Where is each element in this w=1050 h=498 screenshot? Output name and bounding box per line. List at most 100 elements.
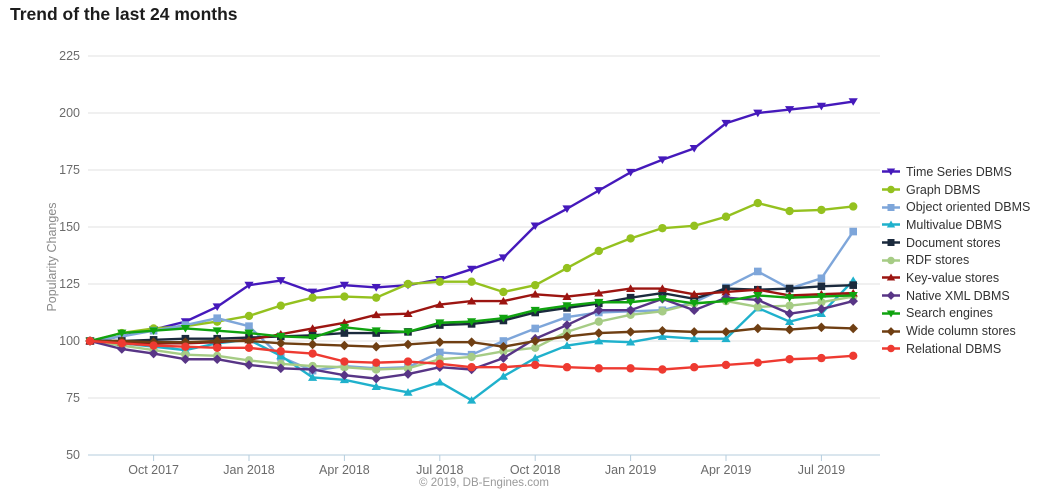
data-point (340, 292, 349, 301)
data-point (403, 357, 413, 366)
data-point (848, 98, 858, 106)
data-point (626, 364, 635, 373)
data-point (689, 327, 699, 337)
data-point (371, 327, 381, 335)
data-point (244, 336, 254, 346)
data-point (499, 287, 508, 297)
data-point (181, 342, 190, 351)
x-tick-label: Jul 2019 (798, 463, 845, 476)
data-point (626, 293, 635, 302)
data-point (498, 254, 508, 262)
document-stores-marker-icon (882, 239, 900, 247)
data-point (403, 388, 413, 396)
data-point (594, 336, 604, 345)
data-point (339, 370, 350, 380)
data-point (689, 334, 699, 343)
data-point (816, 293, 826, 301)
data-point (784, 324, 795, 335)
legend-marker (887, 256, 895, 265)
data-point (403, 279, 413, 289)
legend-label: Wide column stores (906, 324, 1016, 339)
legend-item-document-stores[interactable]: Document stores (881, 234, 1030, 252)
legend-item-wide-column-stores[interactable]: Wide column stores (881, 322, 1030, 340)
data-point (340, 357, 349, 366)
legend-item-relational-dbms[interactable]: Relational DBMS (881, 340, 1030, 358)
data-point (372, 293, 381, 302)
legend-marker (887, 344, 895, 353)
data-point (753, 292, 763, 300)
data-point (817, 274, 826, 283)
data-point (307, 339, 318, 350)
x-tick-label: Jan 2018 (223, 463, 274, 476)
data-point (817, 298, 826, 307)
data-point (467, 277, 476, 286)
data-point (689, 290, 699, 298)
native-xml-dbms-marker-icon (882, 291, 900, 301)
data-point (403, 309, 413, 318)
data-point (785, 106, 795, 114)
data-point (785, 355, 794, 364)
data-point (117, 339, 127, 348)
data-point (721, 292, 731, 303)
data-point (308, 334, 318, 342)
data-point (308, 373, 318, 381)
data-point (689, 299, 699, 308)
legend-item-multivalue-dbms[interactable]: Multivalue DBMS (881, 216, 1030, 234)
data-point (721, 212, 731, 221)
data-point (563, 313, 571, 321)
data-point (753, 285, 763, 294)
data-point (244, 329, 254, 338)
data-point (531, 343, 540, 353)
data-point (625, 305, 636, 316)
data-point (753, 109, 763, 118)
data-point (753, 198, 762, 208)
legend-item-object-oriented-dbms[interactable]: Object oriented DBMS (881, 198, 1030, 216)
search-engines-marker-icon (882, 310, 900, 318)
x-tick-label: Apr 2018 (319, 463, 370, 476)
data-point (754, 267, 762, 276)
trend-line-chart: 225 200 175 150 125 100 75 50 Oct 2017 Jan 2018 Ap… (59, 49, 880, 476)
data-point (467, 265, 477, 274)
data-point (785, 206, 794, 216)
legend-marker (886, 326, 896, 336)
data-point (530, 353, 540, 362)
data-point (594, 328, 604, 338)
data-point (276, 338, 286, 349)
data-point (785, 317, 795, 326)
data-point (657, 284, 667, 292)
copyright-footer: © 2019, DB-Engines.com (419, 477, 549, 489)
data-point (721, 360, 731, 370)
series-line (88, 287, 855, 345)
data-point (594, 364, 603, 373)
data-point (372, 365, 381, 374)
legend-item-time-series-dbms[interactable]: Time Series DBMS (881, 163, 1030, 181)
legend-marker (887, 185, 895, 194)
legend-item-search-engines[interactable]: Search engines (881, 305, 1030, 323)
data-point (213, 343, 222, 353)
rdf-stores-marker-icon (882, 256, 900, 265)
data-point (180, 354, 191, 365)
data-point (689, 144, 699, 153)
data-point (498, 372, 508, 380)
y-tick-label: 200 (59, 106, 80, 120)
data-point (530, 306, 540, 315)
data-point (339, 281, 349, 290)
legend-item-key-value-stores[interactable]: Key-value stores (881, 269, 1030, 287)
data-point (403, 328, 413, 337)
data-point (690, 221, 699, 231)
data-point (498, 353, 509, 363)
data-point (435, 377, 445, 386)
data-point (594, 246, 603, 256)
legend-label: Document stores (906, 235, 1001, 250)
data-point (212, 336, 222, 346)
legend-marker (886, 291, 896, 301)
data-point (531, 280, 540, 290)
legend-item-native-xml-dbms[interactable]: Native XML DBMS (881, 287, 1030, 305)
data-point (562, 341, 572, 349)
data-point (308, 293, 317, 302)
legend-item-graph-dbms[interactable]: Graph DBMS (881, 181, 1030, 199)
data-point (848, 292, 858, 300)
data-point (848, 296, 858, 306)
legend-item-rdf-stores[interactable]: RDF stores (881, 251, 1030, 269)
